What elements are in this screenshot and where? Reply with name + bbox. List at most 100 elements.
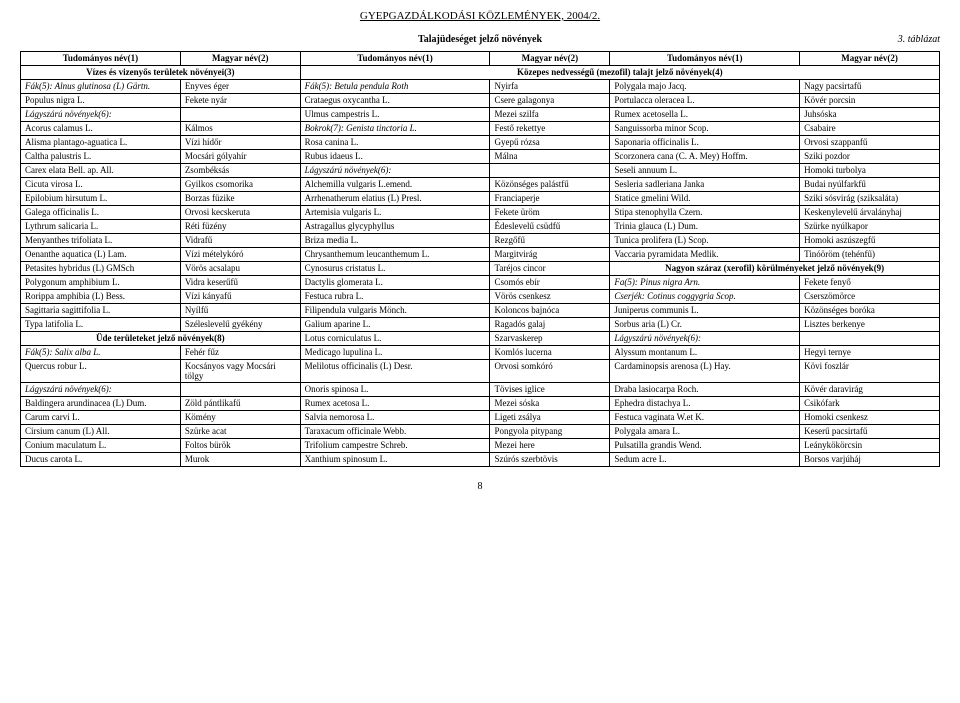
table-cell: Fák(5): Betula pendula Roth bbox=[300, 80, 490, 94]
table-row: Petasites hybridus (L) GMSchVörös acsala… bbox=[21, 262, 940, 276]
table-row: Ducus carota L.MurokXanthium spinosum L.… bbox=[21, 453, 940, 467]
table-row: Rorippa amphibia (L) Bess.Vízi kányafűFe… bbox=[21, 290, 940, 304]
table-row: Fák(5): Alnus glutinosa (L) Gärtn.Enyves… bbox=[21, 80, 940, 94]
section-header: Közepes nedvességű (mezofil) talajt jelz… bbox=[300, 66, 939, 80]
table-cell: Franciaperje bbox=[490, 192, 610, 206]
table-cell: Epilobium hirsutum L. bbox=[21, 192, 181, 206]
table-cell: Polygala amara L. bbox=[610, 425, 800, 439]
table-cell: Szarvaskerep bbox=[490, 332, 610, 346]
table-cell: Fekete üröm bbox=[490, 206, 610, 220]
table-row: Carum carvi L.KöménySalvia nemorosa L.Li… bbox=[21, 411, 940, 425]
table-cell: Leánykökörcsin bbox=[800, 439, 940, 453]
table-cell: Fehér fűz bbox=[180, 346, 300, 360]
col-header: Magyar név(2) bbox=[490, 52, 610, 66]
table-cell: Kálmos bbox=[180, 122, 300, 136]
table-cell: Csere galagonya bbox=[490, 94, 610, 108]
table-cell: Alyssum montanum L. bbox=[610, 346, 800, 360]
table-cell: Ephedra distachya L. bbox=[610, 397, 800, 411]
col-header: Tudományos név(1) bbox=[300, 52, 490, 66]
table-cell: Mezei szilfa bbox=[490, 108, 610, 122]
table-row: Lágyszárú növények(6): Onoris spinosa L.T… bbox=[21, 383, 940, 397]
table-cell: Populus nigra L. bbox=[21, 94, 181, 108]
table-row: Alisma plantago-aguatica L.Vízi hídőr Ro… bbox=[21, 136, 940, 150]
table-row: Menyanthes trifoliata L.VidrafűBriza med… bbox=[21, 234, 940, 248]
table-cell: Sziki pozdor bbox=[800, 150, 940, 164]
table-cell: Tövises iglice bbox=[490, 383, 610, 397]
table-cell: Rorippa amphibia (L) Bess. bbox=[21, 290, 181, 304]
table-cell: Lágyszárú növények(6): bbox=[21, 383, 181, 397]
table-cell bbox=[490, 164, 610, 178]
table-cell: Petasites hybridus (L) GMSch bbox=[21, 262, 181, 276]
table-cell: Nyílfű bbox=[180, 304, 300, 318]
table-cell: Vidra keserűfű bbox=[180, 276, 300, 290]
table-cell: Kocsányos vagy Mocsári tölgy bbox=[180, 360, 300, 383]
table-cell: Lágyszárú növények(6): bbox=[21, 108, 181, 122]
table-cell: Hegyi ternye bbox=[800, 346, 940, 360]
table-cell: Cserszömörce bbox=[800, 290, 940, 304]
table-cell: Cirsium canum (L) All. bbox=[21, 425, 181, 439]
table-cell: Sorbus aria (L) Cr. bbox=[610, 318, 800, 332]
table-cell: Fekete fenyő bbox=[800, 276, 940, 290]
table-cell: Tinóöröm (tehénfű) bbox=[800, 248, 940, 262]
table-cell: Draba lasiocarpa Roch. bbox=[610, 383, 800, 397]
journal-header: GYEPGAZDÁLKODÁSI KÖZLEMÉNYEK, 2004/2. bbox=[20, 10, 940, 22]
table-cell: Csikófark bbox=[800, 397, 940, 411]
table-cell: Budai nyúlfarkfű bbox=[800, 178, 940, 192]
table-cell: Pongyola pitypang bbox=[490, 425, 610, 439]
table-cell: Mezei sóska bbox=[490, 397, 610, 411]
table-cell: Lágyszárú növények(6): bbox=[300, 164, 490, 178]
table-cell: Galium aparine L. bbox=[300, 318, 490, 332]
table-row: Lythrum salicaria L.Réti füzényAstragall… bbox=[21, 220, 940, 234]
table-cell: Szúrós szerbtövis bbox=[490, 453, 610, 467]
table-cell: Melilotus officinalis (L) Desr. bbox=[300, 360, 490, 383]
table-cell: Astragallus glycyphyllus bbox=[300, 220, 490, 234]
table-cell: Homoki csenkesz bbox=[800, 411, 940, 425]
table-cell: Zsombéksás bbox=[180, 164, 300, 178]
table-row: Üde területeket jelző növények(8)Lotus c… bbox=[21, 332, 940, 346]
table-cell: Galega officinalis L. bbox=[21, 206, 181, 220]
table-cell: Rumex acetosella L. bbox=[610, 108, 800, 122]
table-cell: Scorzonera cana (C. A. Mey) Hoffm. bbox=[610, 150, 800, 164]
table-cell: Onoris spinosa L. bbox=[300, 383, 490, 397]
table-cell: Ulmus campestris L. bbox=[300, 108, 490, 122]
table-row: Cirsium canum (L) All.Szürke acatTaraxac… bbox=[21, 425, 940, 439]
table-cell: Gyilkos csomorika bbox=[180, 178, 300, 192]
table-cell: Sanguissorba minor Scop. bbox=[610, 122, 800, 136]
table-cell: Foltos bürök bbox=[180, 439, 300, 453]
table-cell: Arrhenatherum elatius (L) Presl. bbox=[300, 192, 490, 206]
table-cell: Portulacca oleracea L. bbox=[610, 94, 800, 108]
table-cell: Cynosurus cristatus L. bbox=[300, 262, 490, 276]
table-cell bbox=[800, 332, 940, 346]
table-cell: Zöld pántlikafű bbox=[180, 397, 300, 411]
table-cell: Menyanthes trifoliata L. bbox=[21, 234, 181, 248]
table-cell: Trifolium campestre Schreb. bbox=[300, 439, 490, 453]
table-cell: Rumex acetosa L. bbox=[300, 397, 490, 411]
table-cell: Csomós ebír bbox=[490, 276, 610, 290]
table-cell: Sedum acre L. bbox=[610, 453, 800, 467]
table-cell: Polygala majo Jacq. bbox=[610, 80, 800, 94]
table-cell: Alisma plantago-aguatica L. bbox=[21, 136, 181, 150]
table-cell: Orvosi kecskeruta bbox=[180, 206, 300, 220]
table-cell: Enyves éger bbox=[180, 80, 300, 94]
table-number: 3. táblázat bbox=[898, 34, 940, 45]
table-cell: Lisztes berkenye bbox=[800, 318, 940, 332]
table-cell: Stipa stenophylla Czern. bbox=[610, 206, 800, 220]
table-cell: Rosa canina L. bbox=[300, 136, 490, 150]
page-number: 8 bbox=[20, 481, 940, 492]
table-cell: Briza media L. bbox=[300, 234, 490, 248]
col-header: Tudományos név(1) bbox=[610, 52, 800, 66]
table-cell: Rezgőfű bbox=[490, 234, 610, 248]
table-row: Caltha palustris L.Mocsári gólyahír Rubu… bbox=[21, 150, 940, 164]
table-cell: Cserjék: Cotinus coggygria Scop. bbox=[610, 290, 800, 304]
table-cell: Üde területeket jelző növények(8) bbox=[21, 332, 301, 346]
table-cell: Rubus idaeus L. bbox=[300, 150, 490, 164]
table-cell: Oenanthe aquatica (L) Lam. bbox=[21, 248, 181, 262]
table-cell: Salvia nemorosa L. bbox=[300, 411, 490, 425]
table-cell: Seseli annuum L. bbox=[610, 164, 800, 178]
table-row: Fák(5): Salix alba L.Fehér fűzMedicago l… bbox=[21, 346, 940, 360]
table-cell: Taraxacum officinale Webb. bbox=[300, 425, 490, 439]
table-cell: Sesleria sadleriana Janka bbox=[610, 178, 800, 192]
table-cell: Szürke acat bbox=[180, 425, 300, 439]
table-cell: Typa latifolia L. bbox=[21, 318, 181, 332]
table-row: Oenanthe aquatica (L) Lam.Vízi mételykór… bbox=[21, 248, 940, 262]
